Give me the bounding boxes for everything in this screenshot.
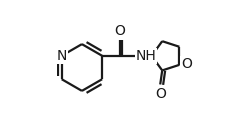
Text: O: O — [155, 87, 166, 101]
Text: N: N — [57, 49, 67, 63]
Text: O: O — [181, 57, 192, 71]
Text: O: O — [114, 23, 125, 38]
Text: NH: NH — [136, 49, 156, 63]
